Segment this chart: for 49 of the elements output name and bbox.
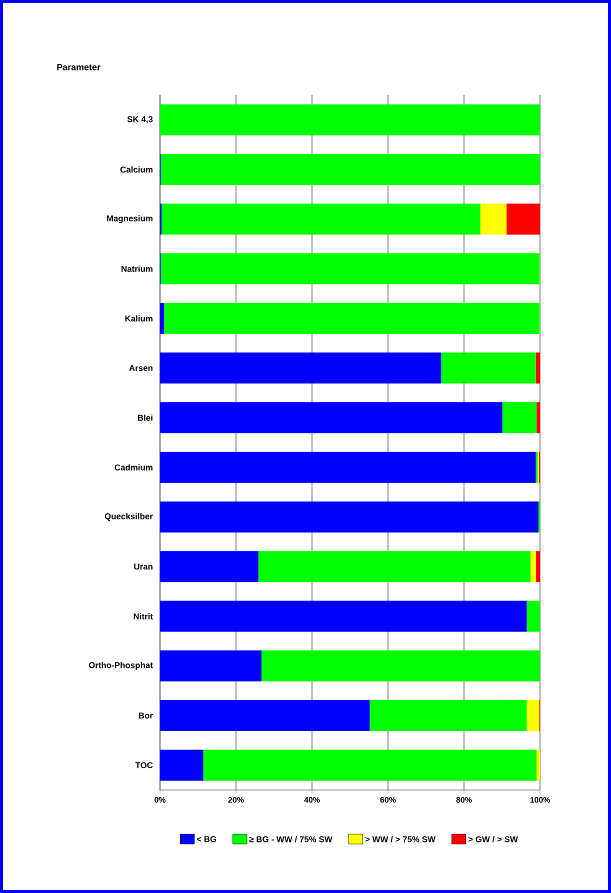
bar [536,750,540,781]
bar [526,700,540,732]
y-tick-label: Quecksilber [104,513,153,521]
bar [160,352,442,384]
y-tick-label: Uran [134,564,152,570]
y-tick-label: Nitrit [134,613,153,620]
bar [536,402,540,434]
y-tick-label: Ortho-Phosphat [88,662,153,670]
legend-label: < BG [196,836,216,842]
bar [160,650,262,682]
bar [160,154,540,185]
y-tick-label: Magnesium [106,215,152,224]
bar [506,204,540,235]
bar [160,551,258,582]
bar [160,452,536,483]
bar [160,402,502,434]
bar [441,352,536,384]
bar [530,551,536,582]
y-tick-label: Arsen [129,365,152,371]
bar [258,551,531,582]
bar [160,104,540,136]
y-tick-label: Blei [138,414,152,421]
legend-label: > WW / > 75% SW [365,836,436,842]
legend-label: ≥ BG - WW / 75% SW [249,836,332,842]
bar [203,750,537,781]
y-tick-label: TOC [135,762,153,768]
bar [162,204,480,235]
bar [536,551,540,582]
bar [536,352,540,384]
bar [160,501,538,532]
y-tick-label: Natrium [122,266,152,272]
y-tick-label: SK 4,3 [127,116,153,124]
y-tick-label: Cadmium [114,464,152,470]
bar [160,600,527,632]
y-tick-label: Kalium [125,315,152,322]
bar [480,204,507,235]
bar [160,302,164,334]
bar [261,650,540,682]
y-axis-title: Parameter [57,64,100,70]
legend-label: > GW / > SW [468,836,518,842]
bar [526,600,540,632]
bar [160,750,204,781]
bar [502,402,537,434]
bar [160,253,540,284]
bar [370,700,527,732]
bar [164,302,540,334]
y-tick-label: Calcium [120,166,152,173]
bar [160,700,370,732]
y-tick-label: Bor [138,712,153,718]
